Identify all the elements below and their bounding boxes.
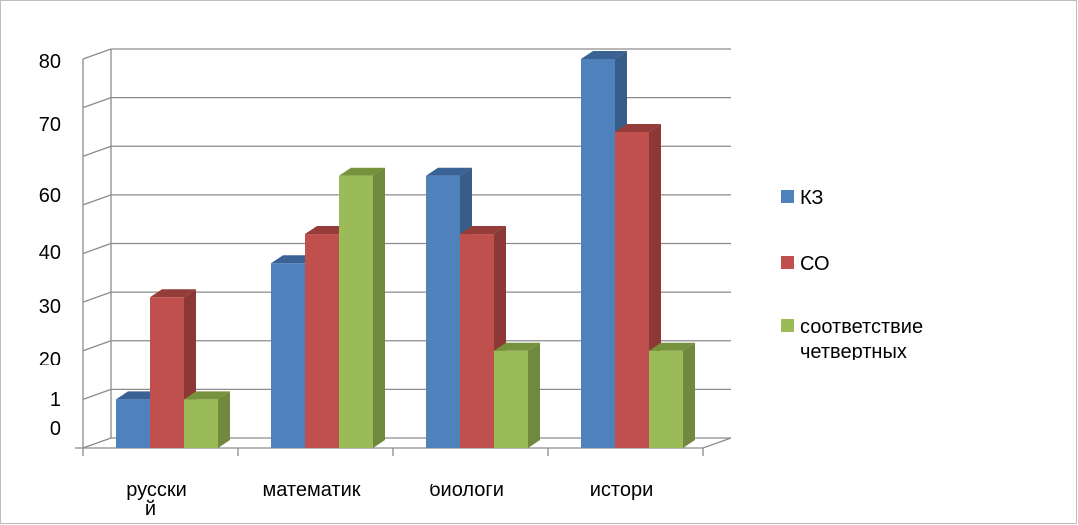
gridline-depth [82,194,112,206]
bar-front [460,234,494,448]
y-tick-label: 30 [39,296,61,318]
bar-top [615,123,661,132]
x-tick-label: истори [590,479,654,501]
bar-front [271,263,305,448]
legend-swatch [781,190,794,203]
x-tick-label: биологи [429,479,504,501]
bar-front [649,350,683,448]
x-tick-label: математик [262,479,360,501]
bar-top [426,167,472,176]
bar-top [494,342,540,351]
bar-top [460,226,506,235]
gridline-depth [82,388,112,400]
bar [184,391,230,448]
legend-swatch [781,256,794,269]
gridline-depth [82,97,112,109]
legend-item: КЗ [781,187,824,209]
bar-front [184,399,218,448]
bar [649,342,695,448]
bar [494,342,540,448]
bar-side [373,167,385,448]
bar-top [150,289,196,298]
gridline-depth [82,291,112,303]
bar [150,289,196,448]
gridline-depth [82,340,112,352]
bar-front [494,350,528,448]
y-tick-label: 40 [39,242,61,264]
legend-clip-mask [796,360,996,380]
bar-front [426,175,460,448]
bar-front [339,175,373,448]
y-tick-label: 60 [39,185,61,207]
bar-front [305,234,339,448]
gridline-depth [82,242,112,255]
bar [460,226,506,448]
bar-front [116,399,150,448]
legend-label: четвертных [800,341,907,363]
legend-label: соответствие [800,316,923,338]
legend-label: КЗ [800,187,824,209]
legend-item: соответствие четвертных [781,316,923,363]
bar-side [528,342,540,448]
legend-item: СО [781,253,830,275]
bar-front [150,297,184,448]
bar [339,167,385,448]
label-clip-mask [81,479,701,484]
bar-top [649,342,695,351]
x-tick-label: й [145,498,156,520]
bar-front [581,59,615,448]
bar-top [184,391,230,400]
floor-edge [702,437,732,449]
y-tick-label: 80 [39,51,61,73]
y-tick-label: 70 [39,114,61,136]
x-tick-label: русски [126,479,187,501]
gridline-depth [82,145,112,157]
y-tick-label: 1 [50,389,61,411]
bar-side [683,342,695,448]
bar-top [581,51,627,59]
bar-front [615,131,649,448]
bar-top [339,167,385,176]
legend: КЗ СО соответствие четвертных [781,187,996,380]
legend-swatch [781,319,794,332]
legend-label: СО [800,253,830,275]
gridline-depth [82,437,112,449]
gridline-depth [82,48,112,60]
label-clip-mask [21,365,66,385]
y-tick-label: 0 [50,418,61,440]
bar-side [218,391,230,448]
bars [116,51,695,448]
